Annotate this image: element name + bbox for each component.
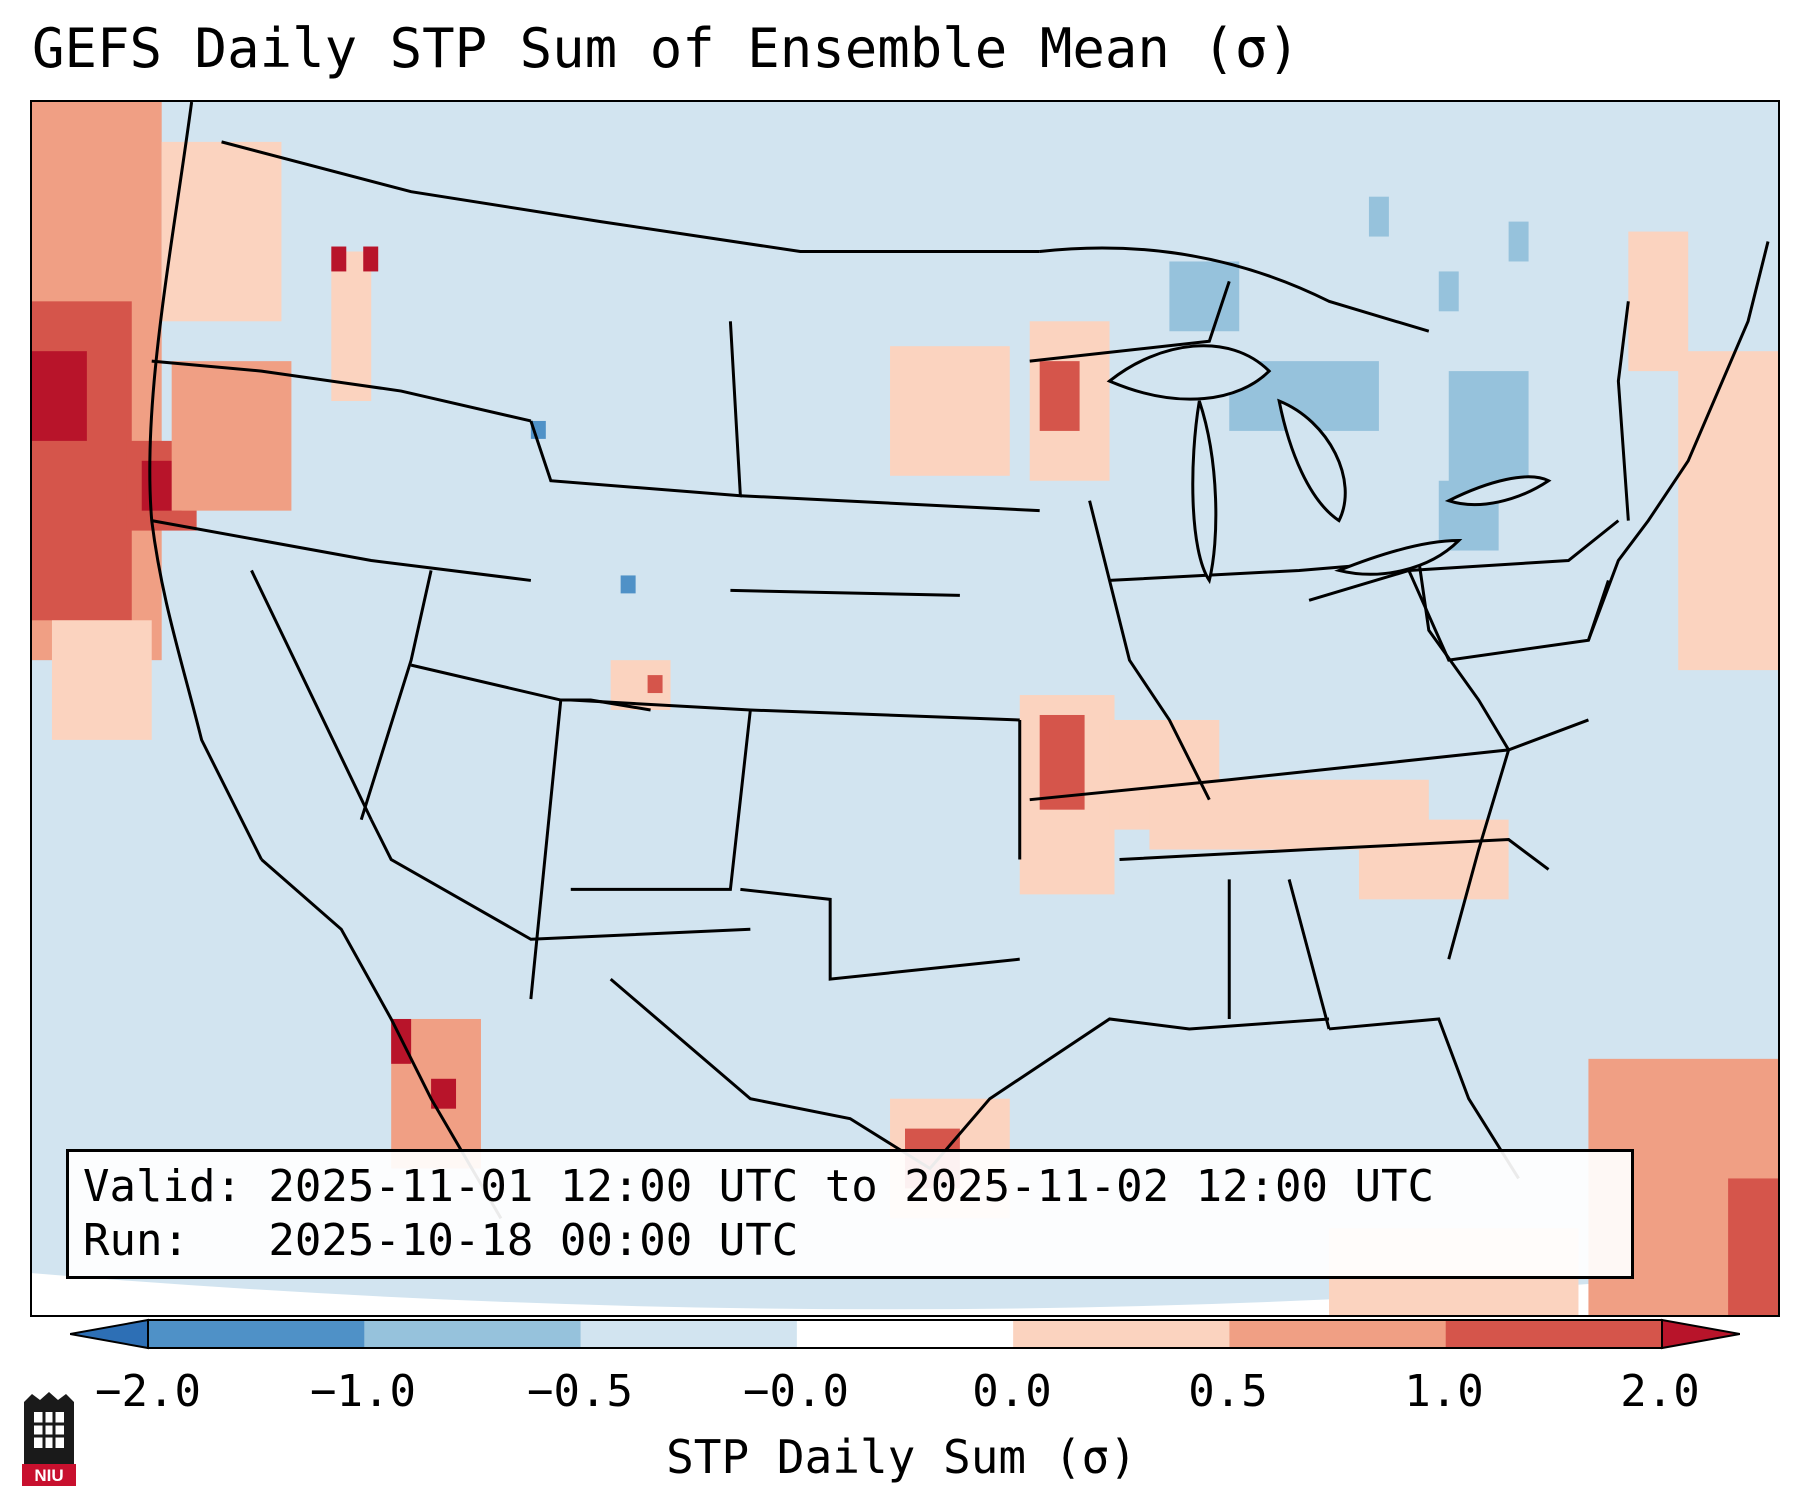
colorbar-tick-7: 2.0 xyxy=(1620,1366,1700,1417)
colorbar-segment xyxy=(148,1320,365,1348)
colorbar-tick-4: 0.0 xyxy=(972,1366,1052,1417)
colorbar-tick-5: 0.5 xyxy=(1188,1366,1268,1417)
colorbar-extend-low xyxy=(70,1318,149,1350)
colorbar xyxy=(70,1318,1740,1350)
run-time-text: Run: 2025-10-18 00:00 UTC xyxy=(83,1215,799,1266)
colorbar-segment xyxy=(580,1320,798,1348)
colorbar-tick-0: −2.0 xyxy=(95,1366,201,1417)
info-box: Valid: 2025-11-01 12:00 UTC to 2025-11-0… xyxy=(66,1149,1634,1279)
map-panel xyxy=(30,100,1780,1317)
great-lakes xyxy=(1106,344,1552,585)
colorbar-segment xyxy=(1445,1320,1663,1348)
boundaries xyxy=(148,102,1770,1220)
colorbar-tick-1: −1.0 xyxy=(310,1366,416,1417)
colorbar-tick-6: 1.0 xyxy=(1404,1366,1484,1417)
colorbar-tick-3: −0.0 xyxy=(743,1366,849,1417)
map-title: GEFS Daily STP Sum of Ensemble Mean (σ) xyxy=(32,17,1300,80)
anomaly-cells-west xyxy=(32,102,379,740)
colorbar-segment xyxy=(364,1320,582,1348)
colorbar-tick-2: −0.5 xyxy=(527,1366,633,1417)
colorbar-frame xyxy=(147,1319,1663,1349)
anomaly-cells-mexico xyxy=(391,1018,481,1169)
colorbar-segment xyxy=(796,1320,1014,1348)
colorbar-segment xyxy=(1229,1320,1447,1348)
niu-logo-text: NIU xyxy=(34,1466,63,1485)
colorbar-segment xyxy=(1013,1320,1230,1348)
colorbar-extend-high xyxy=(1661,1318,1740,1350)
niu-logo-icon: NIU xyxy=(22,1392,76,1486)
map-canvas xyxy=(32,102,1778,1315)
anomaly-cells-negative xyxy=(1169,196,1529,551)
valid-time-text: Valid: 2025-11-01 12:00 UTC to 2025-11-0… xyxy=(83,1161,1435,1212)
colorbar-label: STP Daily Sum (σ) xyxy=(666,1430,1137,1484)
